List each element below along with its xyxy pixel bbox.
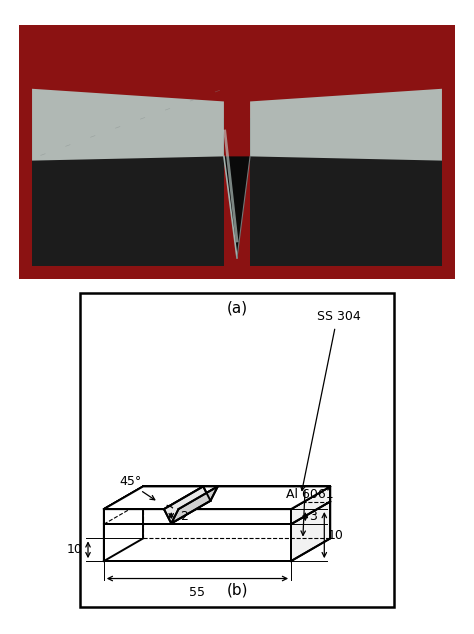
- Text: 10: 10: [328, 529, 344, 541]
- Text: (a): (a): [227, 300, 247, 315]
- Text: (b): (b): [226, 583, 248, 597]
- Polygon shape: [104, 486, 143, 524]
- Polygon shape: [104, 524, 291, 561]
- Polygon shape: [32, 89, 224, 160]
- Polygon shape: [104, 501, 143, 561]
- Polygon shape: [104, 486, 203, 509]
- Text: 2: 2: [180, 510, 188, 523]
- Text: SS 304: SS 304: [317, 311, 360, 323]
- Polygon shape: [291, 501, 330, 561]
- Text: 45°: 45°: [119, 476, 142, 488]
- Text: Al 6061: Al 6061: [286, 488, 334, 501]
- Polygon shape: [104, 509, 291, 524]
- Polygon shape: [291, 486, 330, 524]
- Polygon shape: [171, 486, 218, 524]
- Polygon shape: [19, 25, 455, 279]
- Text: 3: 3: [309, 510, 317, 523]
- Polygon shape: [250, 119, 442, 266]
- Polygon shape: [32, 119, 224, 266]
- Polygon shape: [104, 486, 330, 509]
- Polygon shape: [250, 89, 442, 160]
- Text: 55: 55: [190, 586, 205, 600]
- Polygon shape: [179, 486, 330, 509]
- Polygon shape: [164, 486, 210, 524]
- Text: 10: 10: [66, 543, 82, 556]
- Polygon shape: [224, 157, 250, 258]
